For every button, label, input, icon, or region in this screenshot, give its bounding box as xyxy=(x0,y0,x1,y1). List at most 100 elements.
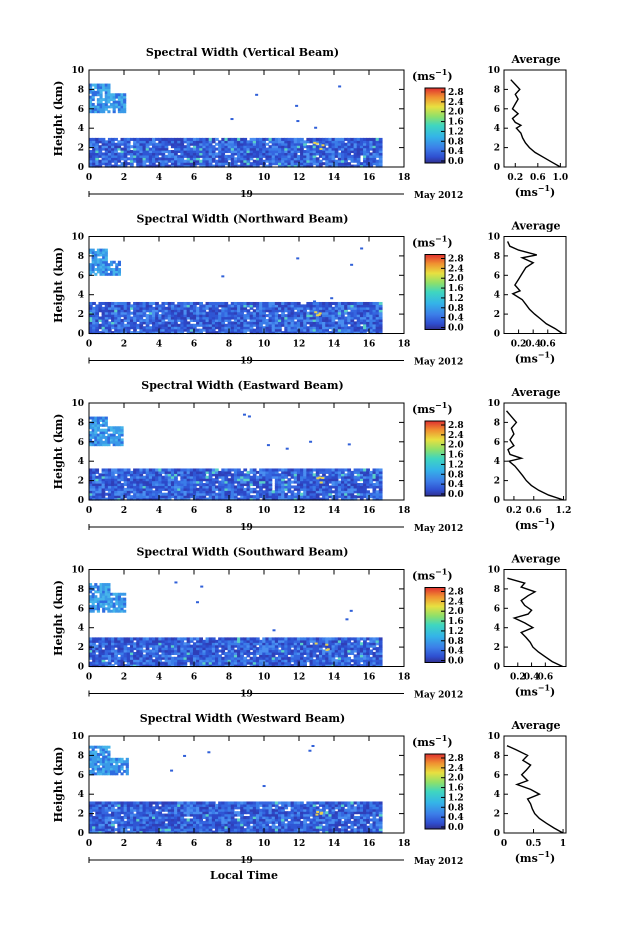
heatmap-cell xyxy=(123,483,128,487)
heatmap-cell xyxy=(233,659,238,663)
heatmap-cell xyxy=(192,323,197,327)
heatmap-cell xyxy=(208,311,213,315)
average-y-tick-label: 8 xyxy=(494,85,500,95)
heatmap-cell xyxy=(344,331,348,335)
heatmap-cell xyxy=(120,490,125,494)
heatmap-cell xyxy=(268,152,273,156)
heatmap-cell xyxy=(91,102,95,106)
heatmap-cell xyxy=(265,492,270,496)
heatmap-cell xyxy=(112,268,116,271)
heatmap-cell xyxy=(218,490,222,494)
heatmap-cell xyxy=(259,154,263,158)
heatmap-cell xyxy=(202,311,207,315)
heatmap-cell xyxy=(318,326,323,330)
heatmap-cell xyxy=(221,485,226,489)
heatmap-cell xyxy=(186,159,191,163)
heatmap-cell xyxy=(177,323,181,327)
heatmap-cell xyxy=(315,142,319,145)
heatmap-cell xyxy=(325,323,329,327)
heatmap-cell xyxy=(92,142,96,146)
heatmap-cell xyxy=(136,468,140,472)
heatmap-cell xyxy=(170,142,175,146)
heatmap-cell xyxy=(148,326,153,330)
heatmap-cell xyxy=(252,145,257,149)
heatmap-cell xyxy=(221,661,226,665)
heatmap-cell xyxy=(230,497,235,501)
heatmap-cell xyxy=(375,162,380,166)
heatmap-cell xyxy=(186,644,191,648)
heatmap-cell xyxy=(372,137,377,141)
heatmap-cell xyxy=(126,326,131,330)
heatmap-cell xyxy=(218,492,222,496)
heatmap-cell xyxy=(306,495,311,499)
heatmap-cell xyxy=(306,140,311,144)
heatmap-cell xyxy=(322,480,326,484)
heatmap-cell xyxy=(284,497,289,501)
heatmap-cell xyxy=(101,306,106,310)
colorbar-tick-label: 1.2 xyxy=(448,127,464,137)
heatmap-cell xyxy=(114,654,118,658)
heatmap-cell xyxy=(230,147,235,151)
heatmap-cell xyxy=(322,318,326,322)
heatmap-cell xyxy=(133,316,137,320)
heatmap-cell xyxy=(180,306,185,310)
heatmap-cell xyxy=(353,157,358,161)
heatmap-cell xyxy=(174,318,178,322)
heatmap-cell xyxy=(237,150,241,154)
heatmap-cell xyxy=(170,475,175,479)
heatmap-cell xyxy=(366,637,370,641)
heatmap-cell xyxy=(98,301,103,305)
heatmap-cell xyxy=(161,159,166,163)
heatmap-cell xyxy=(227,140,232,144)
heatmap-cell xyxy=(208,331,213,335)
heatmap-cell xyxy=(322,649,326,653)
heatmap-cell xyxy=(218,664,222,668)
heatmap-cell xyxy=(123,309,128,313)
heatmap-cell xyxy=(369,659,374,663)
heatmap-cell xyxy=(221,487,226,491)
heatmap-cell xyxy=(278,142,282,146)
heatmap-cell xyxy=(369,323,374,327)
heatmap-cell xyxy=(255,485,260,489)
heatmap-cell xyxy=(164,656,169,660)
heatmap-cell xyxy=(218,150,222,154)
x-tick-label: 18 xyxy=(398,340,411,350)
heatmap-cell xyxy=(359,140,364,144)
heatmap-cell xyxy=(246,323,251,327)
heatmap-cell xyxy=(369,637,374,641)
heatmap-cell xyxy=(99,90,103,94)
heatmap-cell xyxy=(202,159,207,163)
heatmap-cell xyxy=(296,323,301,327)
heatmap-cell xyxy=(278,164,282,168)
heatmap-cell xyxy=(129,318,134,322)
heatmap-cell xyxy=(208,495,213,499)
heatmap-cell xyxy=(344,311,348,315)
average-y-tick-label: 2 xyxy=(494,144,500,154)
heatmap-cell xyxy=(243,487,248,491)
heatmap-cell xyxy=(224,654,229,658)
heatmap-cell xyxy=(117,639,122,643)
heatmap-cell xyxy=(107,100,111,104)
heatmap-cell xyxy=(186,323,191,327)
heatmap-cell xyxy=(259,647,263,651)
heatmap-cell xyxy=(161,492,166,496)
heatmap-cell xyxy=(366,647,370,651)
heatmap-cell xyxy=(274,154,279,158)
heatmap-cell xyxy=(281,661,285,665)
heatmap-cell xyxy=(274,490,279,494)
heatmap-cell xyxy=(96,265,100,269)
heatmap-cell xyxy=(252,647,257,651)
heatmap-cell xyxy=(205,157,210,161)
x-tick-label: 6 xyxy=(191,173,197,183)
heatmap-cell xyxy=(284,328,289,332)
heatmap-cell xyxy=(107,98,111,102)
heatmap-cell xyxy=(164,475,169,479)
heatmap-cell xyxy=(255,470,260,474)
heatmap-cell xyxy=(95,661,100,665)
heatmap-cell xyxy=(99,435,103,439)
heatmap-cell xyxy=(155,656,159,660)
heatmap-cell xyxy=(274,644,279,648)
heatmap-cell xyxy=(378,137,383,141)
heatmap-cell xyxy=(322,157,326,161)
heatmap-cell xyxy=(375,651,380,655)
